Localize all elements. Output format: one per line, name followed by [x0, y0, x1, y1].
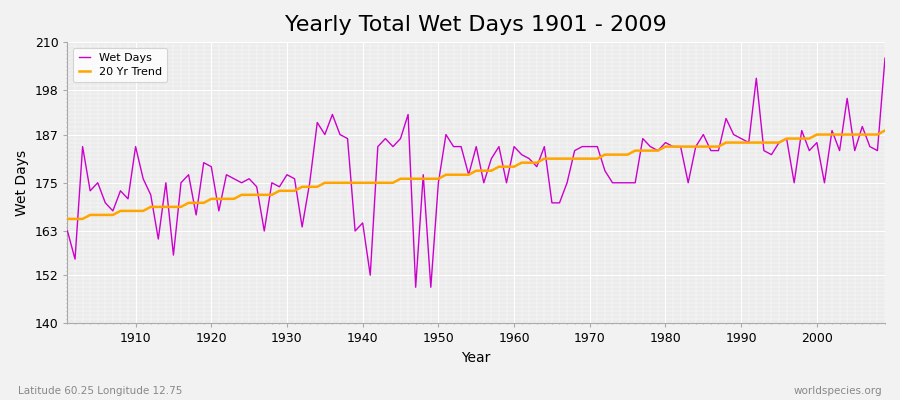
- Wet Days: [289, 176, 300, 181]
- Line: 20 Yr Trend: 20 Yr Trend: [68, 130, 885, 219]
- Legend: Wet Days, 20 Yr Trend: Wet Days, 20 Yr Trend: [73, 48, 167, 82]
- 20 Yr Trend: [122, 208, 133, 213]
- Wet Days: [608, 180, 618, 185]
- 20 Yr Trend: [335, 180, 346, 185]
- Text: Latitude 60.25 Longitude 12.75: Latitude 60.25 Longitude 12.75: [18, 386, 183, 396]
- Wet Days: [517, 152, 527, 157]
- Wet Days: [508, 144, 519, 149]
- 20 Yr Trend: [62, 216, 73, 221]
- 20 Yr Trend: [508, 164, 519, 169]
- Title: Yearly Total Wet Days 1901 - 2009: Yearly Total Wet Days 1901 - 2009: [285, 15, 667, 35]
- 20 Yr Trend: [599, 152, 610, 157]
- Wet Days: [62, 228, 73, 233]
- Wet Days: [879, 56, 890, 60]
- Y-axis label: Wet Days: Wet Days: [15, 150, 29, 216]
- 20 Yr Trend: [501, 164, 512, 169]
- Text: worldspecies.org: worldspecies.org: [794, 386, 882, 396]
- Line: Wet Days: Wet Days: [68, 58, 885, 287]
- 20 Yr Trend: [289, 188, 300, 193]
- X-axis label: Year: Year: [462, 351, 490, 365]
- Wet Days: [335, 132, 346, 137]
- Wet Days: [122, 196, 133, 201]
- 20 Yr Trend: [879, 128, 890, 133]
- Wet Days: [410, 285, 421, 290]
